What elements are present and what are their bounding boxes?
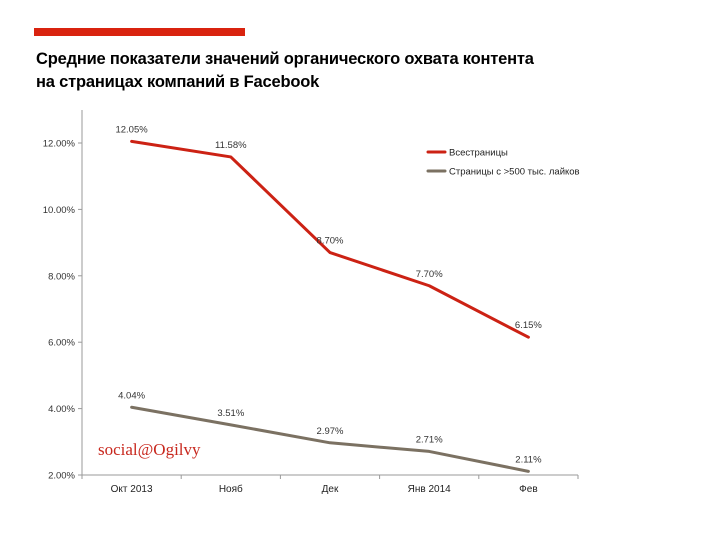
brand-logo: social@Ogilvy — [98, 440, 201, 459]
x-axis-group: Окт 2013 Нояб Дек Янв 2014 Фев — [81, 474, 579, 495]
y-axis-group: 2.00% 4.00% 6.00% 8.00% 10.00% 12.00% — [43, 110, 83, 482]
x-tick-label: Янв 2014 — [408, 484, 452, 495]
y-tick-label: 6.00% — [48, 338, 75, 349]
y-tick-label: 10.00% — [43, 205, 76, 216]
x-tick-label: Фев — [519, 484, 537, 495]
y-tick-label: 4.00% — [48, 404, 75, 415]
data-label: 7.70% — [416, 269, 443, 280]
x-tick-label: Дек — [322, 484, 339, 495]
accent-bar — [34, 28, 245, 36]
data-label: 4.04% — [118, 390, 145, 401]
legend-label: Страницы с >500 тыс. лайков — [449, 167, 580, 178]
series-line-large-pages — [130, 405, 530, 473]
data-label: 2.71% — [416, 434, 443, 445]
data-label: 2.11% — [515, 454, 542, 465]
page-title: Средние показатели значений органическог… — [36, 48, 534, 94]
legend-label: Всестраницы — [449, 148, 508, 159]
title-line-1: Средние показатели значений органическог… — [36, 50, 534, 68]
data-label: 12.05% — [115, 124, 148, 135]
y-tick-label: 8.00% — [48, 271, 75, 282]
data-label: 3.51% — [217, 408, 244, 419]
y-tick-label: 2.00% — [48, 471, 75, 482]
data-labels-group: 12.05% 11.58% 8.70% 7.70% 6.15% 4.04% 3.51% 2.9… — [115, 124, 542, 465]
title-line-2: на страницах компаний в Facebook — [36, 73, 320, 91]
y-tick-label: 12.00% — [43, 139, 76, 150]
legend: Всестраницы Страницы с >500 тыс. лайков — [426, 148, 580, 178]
series-line-all-pages — [130, 139, 530, 339]
series-group — [130, 139, 530, 473]
data-label: 11.58% — [215, 140, 247, 151]
x-tick-label: Нояб — [219, 483, 243, 495]
data-label: 2.97% — [317, 426, 344, 437]
data-label: 6.15% — [515, 320, 542, 331]
x-tick-label: Окт 2013 — [111, 484, 153, 495]
data-label: 8.70% — [317, 236, 344, 247]
